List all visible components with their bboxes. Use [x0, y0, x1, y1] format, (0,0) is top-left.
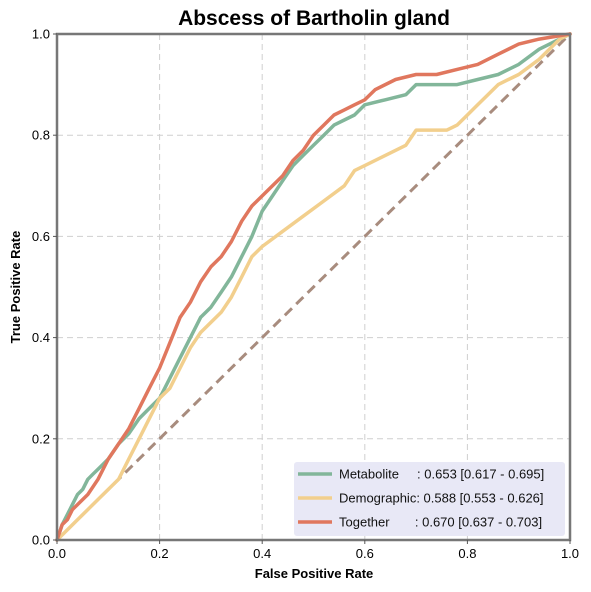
y-tick-label-0: 0.0: [32, 533, 50, 548]
series-line-demographic: [55, 32, 572, 542]
legend-label-demographic: Demographic: 0.588 [0.553 - 0.626]: [339, 491, 544, 506]
y-tick-label-1: 0.2: [32, 431, 50, 446]
x-axis-label: False Positive Rate: [255, 566, 374, 581]
legend-label-together: Together : 0.670 [0.637 - 0.703]: [339, 515, 542, 530]
y-tick-label-2: 0.4: [32, 330, 50, 345]
legend-box: [294, 462, 565, 536]
legend-label-metabolite: Metabolite : 0.653 [0.617 - 0.695]: [339, 467, 544, 482]
x-tick-label-5: 1.0: [561, 546, 579, 561]
legend: Metabolite : 0.653 [0.617 - 0.695] Demogr…: [294, 462, 565, 536]
y-tick-label-3: 0.6: [32, 229, 50, 244]
y-tick-label-5: 1.0: [32, 27, 50, 42]
x-axis: 0.0 0.2 0.4 0.6 0.8 1.0: [48, 540, 579, 561]
x-tick-label-3: 0.6: [356, 546, 374, 561]
x-tick-label-1: 0.2: [151, 546, 169, 561]
diagonal-layer: [55, 32, 572, 542]
series-line-together: [55, 32, 572, 542]
chance-diagonal-line: [55, 32, 572, 542]
x-tick-label-0: 0.0: [48, 546, 66, 561]
x-tick-label-4: 0.8: [458, 546, 476, 561]
y-axis: 0.0 0.2 0.4 0.6 0.8 1.0: [32, 27, 57, 548]
x-tick-label-2: 0.4: [253, 546, 271, 561]
y-tick-label-4: 0.8: [32, 128, 50, 143]
series-line-metabolite: [55, 32, 572, 542]
chart-title: Abscess of Bartholin gland: [178, 7, 450, 30]
series-layer: [55, 32, 572, 542]
plot-frame: [55, 32, 572, 542]
y-axis-label: True Positive Rate: [8, 231, 23, 344]
